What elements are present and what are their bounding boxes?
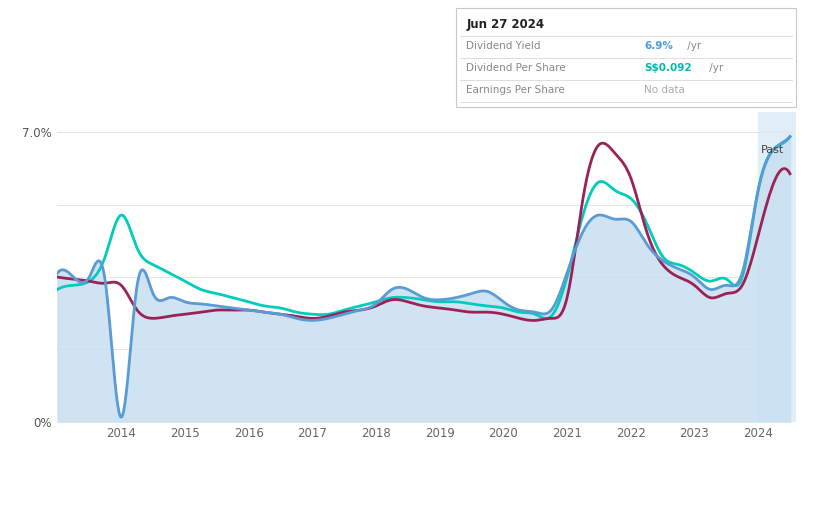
Text: /yr: /yr (706, 63, 723, 73)
Text: No data: No data (644, 85, 686, 95)
Text: /yr: /yr (684, 41, 701, 51)
Text: Dividend Yield: Dividend Yield (466, 41, 541, 51)
Text: Earnings Per Share: Earnings Per Share (466, 85, 565, 95)
Text: Jun 27 2024: Jun 27 2024 (466, 18, 544, 30)
Text: S$0.092: S$0.092 (644, 63, 692, 73)
Text: 6.9%: 6.9% (644, 41, 673, 51)
Text: Dividend Per Share: Dividend Per Share (466, 63, 566, 73)
Text: Past: Past (761, 145, 784, 155)
Bar (758, 112, 803, 422)
